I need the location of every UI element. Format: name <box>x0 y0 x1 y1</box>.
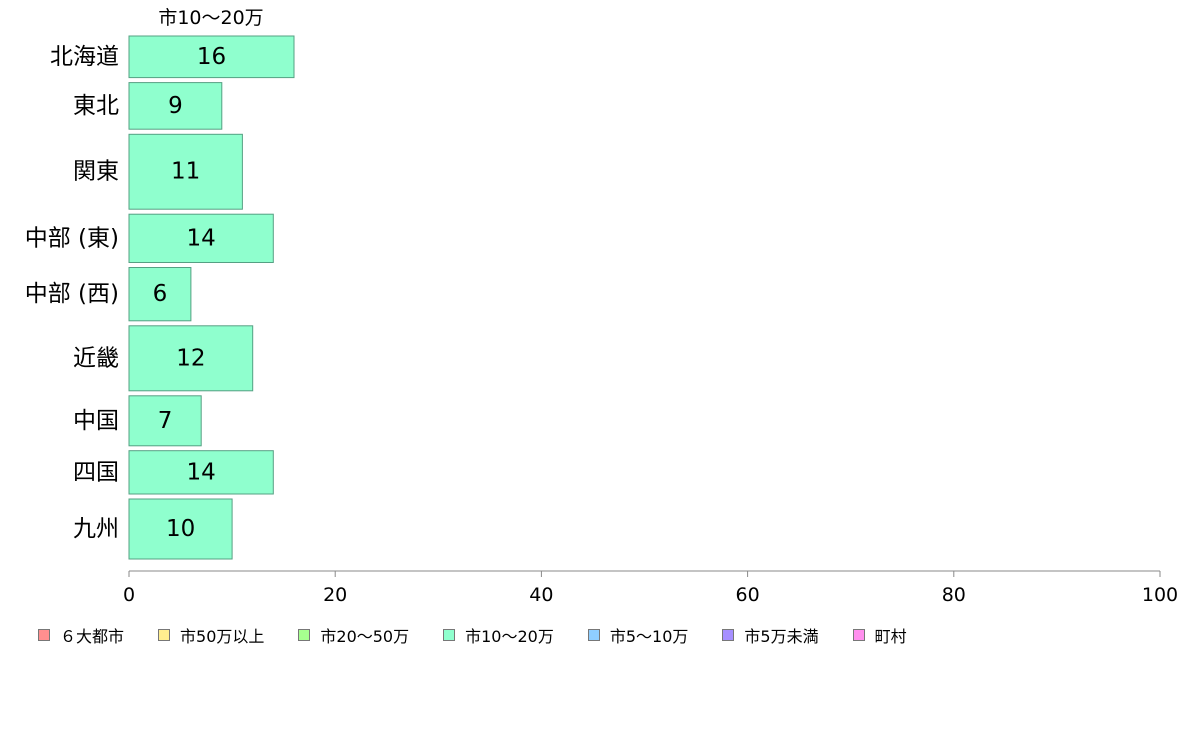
legend-label: 市50万以上 <box>180 627 265 646</box>
legend-label: 市5万未満 <box>744 627 819 646</box>
category-label: 関東 <box>73 159 119 185</box>
bar <box>128 267 192 322</box>
bars-group: 16 9 11 14 6 12 7 14 10 <box>128 35 295 560</box>
legend: ６大都市 市50万以上 市20〜50万 市10〜20万 市5〜10万 市5万未満 町村 <box>38 623 941 647</box>
bar-value-label: 6 <box>153 281 168 307</box>
bar-value-label: 11 <box>171 159 200 185</box>
x-tick-label: 80 <box>942 584 966 606</box>
legend-item: 町村 <box>852 623 907 647</box>
legend-label: 町村 <box>874 627 907 646</box>
bar-value-label: 12 <box>176 345 205 371</box>
category-label: 中国 <box>73 408 119 434</box>
legend-swatch <box>443 629 456 641</box>
bar <box>128 82 223 130</box>
category-label: 北海道 <box>50 44 119 70</box>
legend-label: 市10〜20万 <box>465 627 554 646</box>
legend-label: 市5〜10万 <box>609 627 689 646</box>
x-tick-label: 100 <box>1142 584 1178 606</box>
bar <box>128 395 202 447</box>
bar <box>128 325 254 392</box>
bar <box>128 498 233 560</box>
legend-swatch <box>722 629 735 641</box>
legend-swatch <box>38 629 50 641</box>
category-label: 九州 <box>73 516 119 542</box>
x-tick-label: 0 <box>123 584 135 606</box>
legend-swatch <box>298 629 311 641</box>
bar-value-label: 10 <box>166 516 195 542</box>
series-title: 市10〜20万 <box>158 7 263 29</box>
category-label: 四国 <box>73 459 119 485</box>
legend-label: ６大都市 <box>60 627 125 646</box>
bar-value-label: 9 <box>168 93 183 119</box>
category-label: 東北 <box>73 93 119 119</box>
legend-item: 市5〜10万 <box>587 623 689 647</box>
x-tick-label: 60 <box>736 584 760 606</box>
x-axis: 0 20 40 60 80 100 <box>123 570 1178 606</box>
category-label: 中部 (西) <box>25 281 119 307</box>
x-tick-label: 20 <box>323 584 347 606</box>
bar-value-label: 7 <box>158 408 173 434</box>
bar <box>128 35 295 79</box>
bar-value-label: 16 <box>197 44 226 70</box>
legend-item: 市5万未満 <box>722 623 819 647</box>
legend-item: 市10〜20万 <box>443 623 554 647</box>
x-tick-label: 40 <box>529 584 553 606</box>
bar-value-label: 14 <box>187 225 216 251</box>
category-label: 中部 (東) <box>25 225 119 251</box>
bar <box>128 213 274 263</box>
bar <box>128 133 243 210</box>
legend-item: 市50万以上 <box>158 623 264 647</box>
legend-item: ６大都市 <box>38 623 124 647</box>
legend-label: 市20〜50万 <box>320 627 410 646</box>
legend-swatch <box>587 629 600 641</box>
legend-swatch <box>852 629 865 641</box>
legend-item: 市20〜50万 <box>298 623 409 647</box>
legend-swatch <box>158 629 171 641</box>
bar-value-label: 14 <box>187 459 216 485</box>
category-label: 近畿 <box>73 345 119 371</box>
bar <box>128 450 274 495</box>
